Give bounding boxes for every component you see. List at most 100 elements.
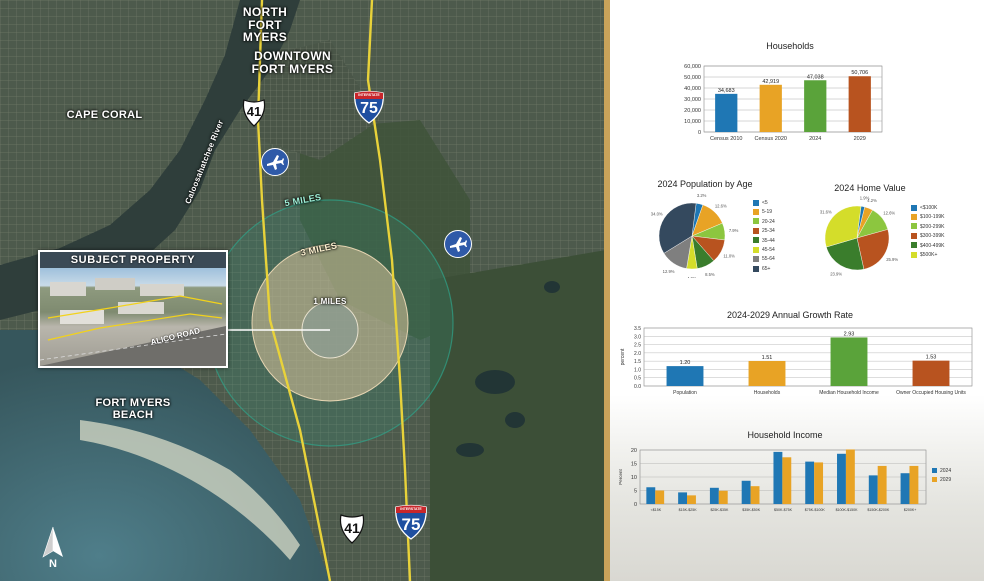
ring-label-1-mile: 1 MILES bbox=[313, 297, 347, 306]
bar-2029 bbox=[848, 76, 871, 132]
bar-2024-8 bbox=[900, 473, 910, 504]
x-tick-label: <$15K bbox=[651, 508, 662, 512]
us-highway-shield-icon bbox=[242, 99, 266, 127]
airplane-icon bbox=[450, 237, 467, 252]
demographics-panel: Households 0 10,000 20,000 30,000 40,000 50,0… bbox=[610, 0, 984, 581]
bar-2024-6 bbox=[837, 453, 846, 504]
label-downtown-fort-myers: DOWNTOWN FORT MYERS bbox=[251, 49, 334, 76]
legend-swatch bbox=[753, 246, 759, 253]
airport-marker-page-field[interactable] bbox=[261, 148, 289, 176]
legend-item: <5 bbox=[753, 199, 775, 208]
us41-shield-top: 41 bbox=[241, 98, 267, 128]
x-tick-label: Population bbox=[673, 390, 697, 396]
legend-label: $300-399K bbox=[920, 233, 945, 240]
bar-2024-1 bbox=[678, 492, 688, 504]
x-tick-label: $15K-$25K bbox=[679, 508, 698, 512]
north-arrow-icon bbox=[42, 526, 63, 558]
x-tick-label: Owner Occupied Housing Units bbox=[896, 390, 966, 396]
us41-number: 41 bbox=[246, 104, 262, 119]
data-label: 42,919 bbox=[762, 79, 779, 85]
map-area[interactable]: NORTH FORT MYERS DOWNTOWN FORT MYERS CAP… bbox=[0, 0, 606, 581]
x-tick-label: $100K-$150K bbox=[836, 508, 859, 512]
legend-item: 55-64 bbox=[753, 255, 775, 264]
legend-item: <$100K bbox=[911, 204, 944, 213]
bar-2029-4 bbox=[782, 457, 792, 504]
y-tick-label: 0.0 bbox=[634, 384, 641, 390]
highway-us41 bbox=[256, 0, 332, 581]
i75-shield-top: INTERSTATE 75 bbox=[353, 90, 385, 124]
slice-label: 4.2% bbox=[867, 198, 877, 203]
data-label: 2.93 bbox=[844, 331, 855, 337]
legend-label: $500K+ bbox=[920, 252, 938, 259]
y-tick-label: 5 bbox=[634, 489, 637, 495]
bar-census-2010 bbox=[715, 93, 738, 132]
y-tick-label: 40,000 bbox=[684, 86, 701, 92]
legend-swatch bbox=[753, 199, 759, 206]
y-tick-label: 20 bbox=[631, 448, 637, 454]
legend-item: 65+ bbox=[753, 265, 775, 274]
background-photo bbox=[610, 395, 984, 581]
growth-chart: 0.0 0.5 1.0 1.5 2.0 2.5 3.0 3.5 percent 1.20 Popul… bbox=[620, 326, 973, 396]
legend-swatch bbox=[911, 223, 917, 230]
income-title: Household Income bbox=[747, 430, 823, 440]
y-tick-label: 30,000 bbox=[684, 97, 701, 103]
legend-item: 20-24 bbox=[753, 218, 775, 227]
x-tick-label: Census 2010 bbox=[710, 136, 742, 142]
y-tick-label: 0 bbox=[698, 130, 701, 136]
bar-2029-6 bbox=[845, 449, 855, 504]
x-tick-label: Census 2020 bbox=[755, 136, 787, 142]
interstate-word: INTERSTATE bbox=[358, 93, 380, 97]
legend-label: 25-34 bbox=[762, 228, 775, 235]
pie-slice-4 bbox=[826, 237, 865, 271]
slice-label: 31.6% bbox=[820, 209, 832, 214]
x-tick-label: 2029 bbox=[854, 136, 866, 142]
growth-title: 2024-2029 Annual Growth Rate bbox=[726, 310, 854, 320]
interstate-shield-icon bbox=[395, 504, 427, 540]
y-tick-label: 10,000 bbox=[684, 119, 701, 125]
panel-divider bbox=[604, 0, 610, 581]
airplane-icon bbox=[267, 155, 284, 170]
x-tick-label: $75K-$100K bbox=[805, 508, 826, 512]
bar-2024-4 bbox=[773, 451, 783, 504]
subject-property-photo: ALICO ROAD bbox=[40, 268, 226, 366]
us41-number-bottom: 41 bbox=[344, 520, 360, 536]
us41-shield-bottom: 41 bbox=[338, 513, 366, 545]
interstate-word-bottom: INTERSTATE bbox=[400, 507, 422, 511]
data-label: 50,706 bbox=[851, 70, 868, 76]
x-tick-label: Median Household Income bbox=[819, 390, 879, 396]
legend-label: $200-299K bbox=[920, 223, 945, 230]
pie-slice-7 bbox=[658, 202, 697, 254]
legend-label: <5 bbox=[762, 200, 768, 206]
legend-swatch bbox=[753, 218, 759, 225]
y-tick-label: 15 bbox=[631, 462, 637, 468]
slice-label: 12.9% bbox=[663, 269, 675, 274]
slice-label: 34.0% bbox=[651, 211, 663, 216]
us-highway-shield-icon bbox=[339, 514, 365, 544]
legend-item: 5-19 bbox=[753, 208, 775, 217]
x-tick-label: Households bbox=[754, 390, 781, 396]
y-tick-label: 20,000 bbox=[684, 108, 701, 114]
slice-label: 3.2% bbox=[697, 193, 707, 198]
legend-swatch bbox=[911, 242, 917, 249]
legend-item: 25-34 bbox=[753, 227, 775, 236]
bar-1 bbox=[748, 360, 786, 386]
legend-swatch bbox=[911, 214, 917, 221]
y-tick-label: 10 bbox=[631, 475, 637, 481]
legend-label: 65+ bbox=[762, 265, 771, 272]
legend-item: $100-199K bbox=[911, 213, 944, 222]
label-north-fort-myers: NORTH FORT MYERS bbox=[242, 5, 288, 45]
slice-label: 4.9% bbox=[687, 276, 697, 278]
slice-label: 1.9% bbox=[860, 196, 870, 201]
subject-property-inset[interactable]: SUBJECT PROPERTY ALICO ROAD bbox=[38, 250, 228, 368]
i75-number: 75 bbox=[360, 100, 378, 117]
y-tick-label: 1.0 bbox=[634, 367, 641, 373]
bar-2024-2 bbox=[709, 487, 719, 504]
legend-item: $300-399K bbox=[911, 232, 944, 241]
legend-swatch bbox=[911, 251, 917, 258]
slice-label: 11.0% bbox=[723, 254, 735, 259]
y-axis-label: percent bbox=[620, 348, 626, 365]
legend-swatch bbox=[753, 237, 759, 244]
airport-marker-rsw[interactable] bbox=[444, 230, 472, 258]
legend-label: 2024 bbox=[940, 468, 951, 474]
pie-slice-3 bbox=[856, 229, 890, 270]
